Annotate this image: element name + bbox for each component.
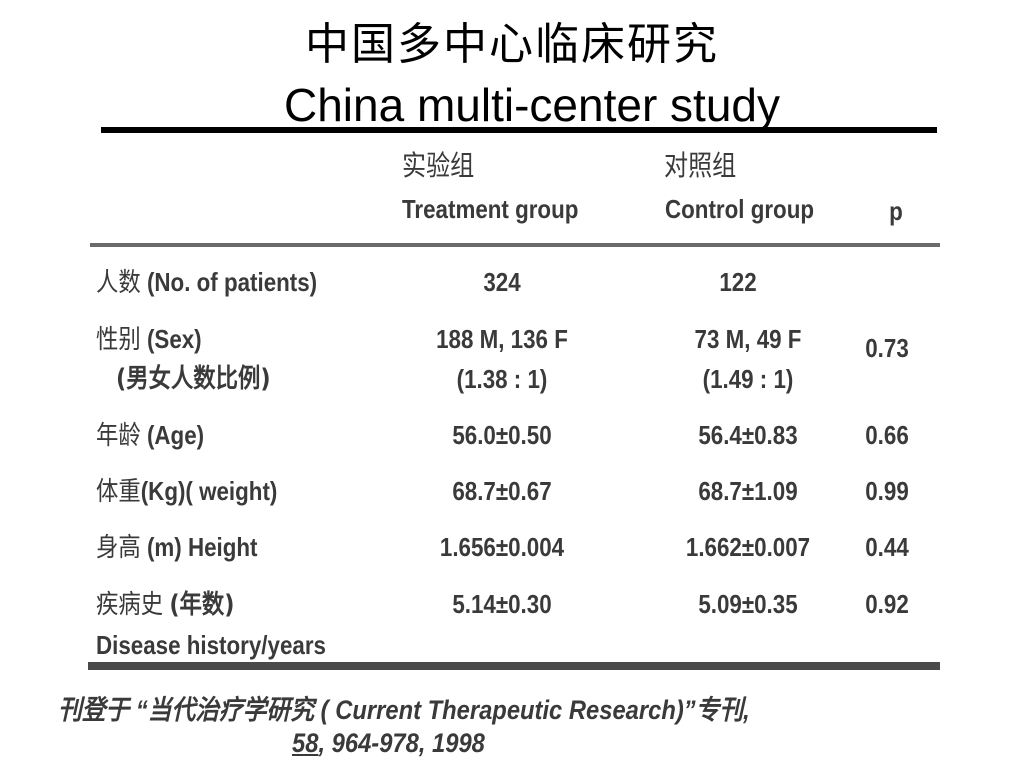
header-treatment-cn: 实验组 <box>402 149 475 182</box>
row-label-sex: 性别 (Sex) <box>96 324 202 355</box>
citation-line-2: 58, 964-978, 1998 <box>292 728 485 758</box>
row-label-disease-history-en: Disease history/years <box>96 630 326 660</box>
cell-treatment-sex: 188 M, 136 F <box>436 324 568 354</box>
cell-p-disease-history: 0.92 <box>865 589 909 619</box>
cell-control-height: 1.662±0.007 <box>685 532 811 562</box>
cell-treatment-disease-history: 5.14±0.30 <box>452 589 552 619</box>
cell-control-sex-ratio: (1.49 : 1) <box>702 364 794 394</box>
cell-control-disease-history: 5.09±0.35 <box>698 589 798 619</box>
row-label-sex-ratio: (男女人数比例) <box>116 364 271 394</box>
row-label-height: 身高 (m) Height <box>96 532 258 563</box>
page-title-chinese: 中国多中心临床研究 <box>305 19 719 70</box>
cell-control-age: 56.4±0.83 <box>698 420 798 450</box>
header-treatment-en: Treatment group <box>402 194 579 224</box>
cell-treatment-patients: 324 <box>483 267 521 297</box>
cell-p-height: 0.44 <box>865 532 909 562</box>
cell-control-sex: 73 M, 49 F <box>694 324 802 354</box>
cell-treatment-age: 56.0±0.50 <box>452 420 552 450</box>
row-label-patients: 人数 (No. of patients) <box>96 267 318 298</box>
header-p: p <box>889 196 903 226</box>
header-control-en: Control group <box>665 194 815 224</box>
row-label-disease-history: 疾病史 (年数) <box>96 590 235 620</box>
cell-treatment-sex-ratio: (1.38 : 1) <box>456 364 548 394</box>
row-label-age: 年龄 (Age) <box>96 420 205 451</box>
citation-line-1: 刊登于 “当代治疗学研究 ( Current Therapeutic Resea… <box>58 695 750 725</box>
header-divider <box>90 243 940 247</box>
table-bottom-rule <box>88 662 940 670</box>
cell-p-sex: 0.73 <box>865 333 909 363</box>
page-title-english: China multi-center study <box>284 79 780 131</box>
cell-p-age: 0.66 <box>865 420 909 450</box>
cell-treatment-height: 1.656±0.004 <box>439 532 565 562</box>
header-control-cn: 对照组 <box>664 149 737 182</box>
title-underline <box>101 127 937 133</box>
cell-control-weight: 68.7±1.09 <box>698 476 798 506</box>
cell-control-patients: 122 <box>719 267 757 297</box>
cell-p-weight: 0.99 <box>865 476 909 506</box>
row-label-weight: 体重(Kg)( weight) <box>96 476 278 507</box>
cell-treatment-weight: 68.7±0.67 <box>452 476 552 506</box>
